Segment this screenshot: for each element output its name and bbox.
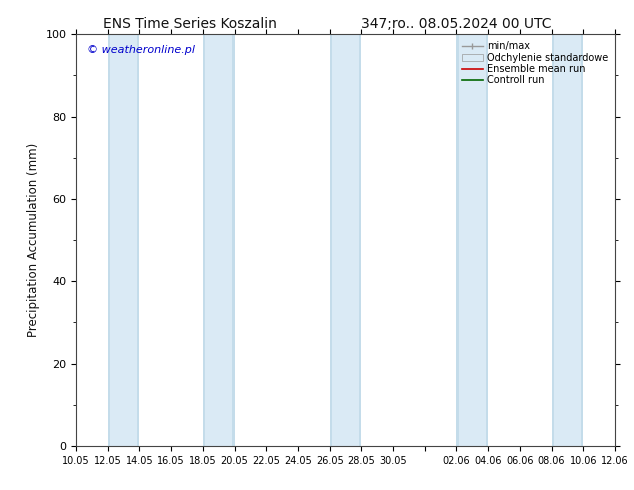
Bar	[203, 34, 235, 446]
Bar	[137, 34, 139, 446]
Y-axis label: Precipitation Accumulation (mm): Precipitation Accumulation (mm)	[27, 143, 40, 337]
Text: 347;ro.. 08.05.2024 00 UTC: 347;ro.. 08.05.2024 00 UTC	[361, 17, 552, 31]
Bar	[108, 34, 110, 446]
Bar	[456, 34, 488, 446]
Text: © weatheronline.pl: © weatheronline.pl	[87, 45, 195, 54]
Bar	[108, 34, 139, 446]
Bar	[330, 34, 332, 446]
Bar	[232, 34, 235, 446]
Bar	[330, 34, 361, 446]
Legend: min/max, Odchylenie standardowe, Ensemble mean run, Controll run: min/max, Odchylenie standardowe, Ensembl…	[460, 39, 610, 87]
Bar	[203, 34, 205, 446]
Bar	[486, 34, 488, 446]
Bar	[456, 34, 459, 446]
Bar	[552, 34, 554, 446]
Bar	[581, 34, 583, 446]
Text: ENS Time Series Koszalin: ENS Time Series Koszalin	[103, 17, 277, 31]
Bar	[552, 34, 583, 446]
Bar	[359, 34, 361, 446]
